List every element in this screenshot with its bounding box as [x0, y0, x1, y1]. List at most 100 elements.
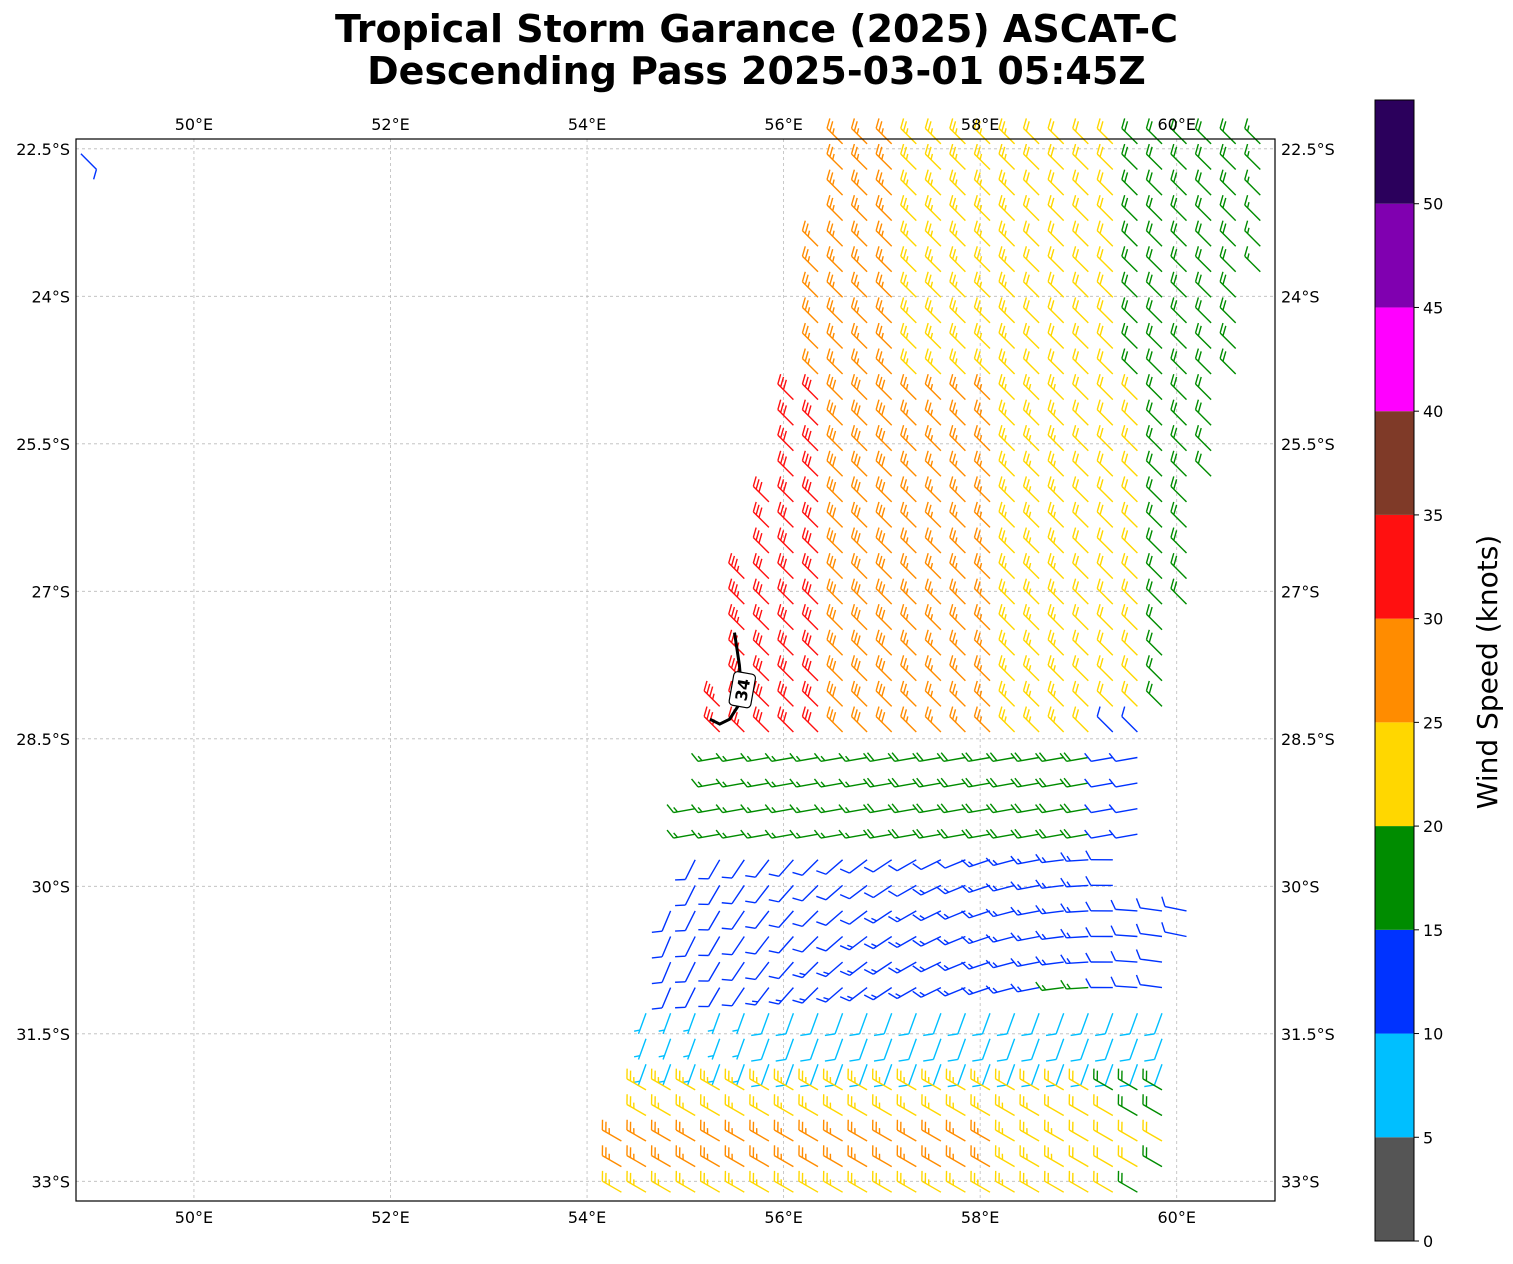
- wind-barb: [936, 752, 966, 763]
- wind-barb: [699, 1170, 721, 1193]
- wind-barb: [826, 143, 844, 170]
- wind-barb: [863, 777, 892, 788]
- wind-barb: [985, 883, 1015, 892]
- wind-barb: [1022, 552, 1040, 580]
- wind-barb: [675, 910, 696, 932]
- wind-barb: [826, 169, 844, 196]
- wind-barb: [1072, 578, 1089, 605]
- wind-barb: [949, 143, 966, 170]
- wind-barb: [973, 373, 991, 401]
- wind-barb: [1047, 220, 1065, 247]
- wind-barb: [850, 373, 868, 401]
- colorbar-bin: [1375, 514, 1414, 619]
- wind-barb: [1244, 169, 1261, 196]
- wind-barb: [826, 476, 844, 503]
- wind-barb: [1035, 752, 1064, 763]
- wind-barb: [998, 246, 1016, 273]
- wind-barb: [703, 680, 721, 707]
- lat-tick-label-right: 24°S: [1281, 287, 1320, 306]
- wind-barb: [1145, 169, 1163, 196]
- wind-barb: [924, 450, 942, 477]
- wind-barb: [651, 910, 672, 934]
- wind-barb: [1096, 322, 1114, 349]
- wind-barb: [1045, 1038, 1065, 1062]
- wind-barb: [801, 629, 819, 656]
- wind-barb: [887, 828, 917, 839]
- wind-barb: [887, 777, 917, 788]
- graticule: [76, 139, 1275, 1201]
- wind-barb: [1072, 271, 1089, 298]
- wind-barb: [1096, 297, 1114, 324]
- wind-barb: [800, 1038, 819, 1062]
- wind-barb: [724, 1068, 745, 1091]
- wind-barb: [875, 220, 893, 247]
- wind-barb: [970, 1094, 991, 1117]
- wind-barb: [822, 1119, 843, 1142]
- wind-barb: [801, 501, 819, 528]
- wind-barb: [1068, 1094, 1089, 1117]
- wind-barb: [822, 1068, 843, 1091]
- wind-barb: [1072, 143, 1089, 170]
- wind-barb: [745, 859, 770, 878]
- wind-barb: [888, 935, 917, 949]
- wind-barb: [1144, 1012, 1163, 1037]
- wind-barb: [1047, 706, 1065, 733]
- wind-barb: [1170, 527, 1187, 554]
- wind-barb: [1096, 246, 1114, 273]
- wind-barb: [80, 153, 98, 180]
- wind-barb: [1047, 118, 1065, 145]
- wind-barb: [777, 527, 794, 554]
- wind-barb: [1010, 752, 1040, 763]
- wind-barb: [1022, 655, 1040, 682]
- wind-barb: [1096, 655, 1114, 682]
- wind-barb: [745, 936, 770, 955]
- wind-barb: [888, 986, 917, 1000]
- wind-barb: [850, 425, 868, 452]
- wind-barb: [924, 706, 942, 733]
- wind-barb: [973, 578, 991, 605]
- wind-barb: [875, 527, 893, 554]
- wind-barb: [1047, 297, 1065, 324]
- colorbar-bin: [1375, 929, 1414, 1034]
- wind-barb: [998, 220, 1016, 247]
- lon-tick-label-top: 60°E: [1157, 115, 1195, 134]
- wind-barb: [1047, 194, 1065, 222]
- wind-barb: [924, 169, 942, 196]
- wind-barb: [675, 885, 696, 907]
- wind-barb: [1161, 896, 1187, 912]
- wind-barb: [900, 527, 917, 554]
- wind-barb: [801, 552, 819, 580]
- wind-barb: [924, 297, 942, 324]
- wind-barb: [888, 910, 917, 923]
- wind-barb: [896, 1145, 917, 1168]
- chart-title-line-2: Descending Pass 2025-03-01 05:45Z: [367, 49, 1146, 93]
- wind-barb: [838, 804, 868, 814]
- wind-barb: [683, 1038, 696, 1060]
- wind-barb: [1022, 297, 1040, 324]
- wind-barb: [1121, 348, 1138, 375]
- wind-barb: [998, 271, 1016, 298]
- wind-barb: [1170, 578, 1187, 605]
- wind-barb: [658, 1064, 672, 1086]
- wind-barb: [949, 271, 966, 298]
- wind-barb: [1194, 169, 1212, 196]
- wind-barb: [973, 552, 991, 580]
- wind-barb: [973, 425, 991, 452]
- colorbar-bin: [1375, 722, 1414, 827]
- wind-barb: [863, 859, 893, 873]
- wind-barb: [1094, 1038, 1114, 1062]
- wind-barb: [1145, 552, 1163, 580]
- wind-barb: [777, 706, 794, 733]
- wind-barb: [1059, 803, 1089, 814]
- wind-barb: [998, 527, 1016, 554]
- wind-barb: [1068, 1068, 1089, 1091]
- wind-barb: [973, 399, 991, 426]
- axis-tick-labels: 50°E 50°E 52°E 52°E 54°E 54°E 56°E 56°E 58°E 58°E…: [16, 115, 1335, 1227]
- wind-barb: [801, 604, 819, 631]
- wind-barb: [961, 752, 991, 763]
- wind-barb: [1035, 803, 1064, 814]
- wind-barb: [658, 1038, 672, 1060]
- wind-barb: [985, 828, 1015, 839]
- wind-barb: [850, 143, 868, 170]
- wind-barb: [961, 777, 991, 788]
